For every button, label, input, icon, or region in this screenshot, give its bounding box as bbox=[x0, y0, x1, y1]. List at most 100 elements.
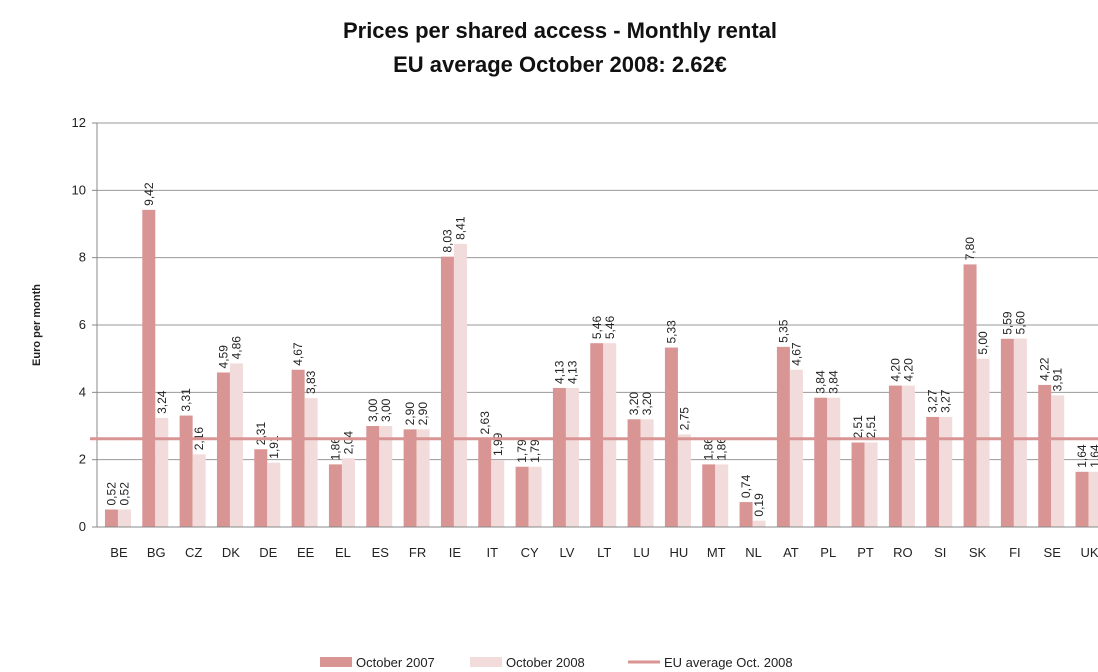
bar bbox=[403, 429, 417, 527]
data-label: 5,60 bbox=[1013, 311, 1027, 335]
data-label: 3,00 bbox=[379, 398, 393, 422]
bar bbox=[192, 454, 206, 527]
x-tick-label: HU bbox=[670, 545, 689, 560]
x-tick-label: PL bbox=[820, 545, 836, 560]
data-label: 5,59 bbox=[1000, 311, 1014, 335]
x-tick-label: MT bbox=[707, 545, 726, 560]
data-label: 7,80 bbox=[963, 237, 977, 261]
bar bbox=[104, 509, 118, 527]
data-label: 1,64 bbox=[1088, 444, 1098, 468]
x-tick-label: BE bbox=[110, 545, 128, 560]
data-label: 1,86 bbox=[715, 437, 729, 461]
bar bbox=[552, 387, 566, 527]
data-label: 3,20 bbox=[627, 392, 641, 416]
data-label: 4,13 bbox=[552, 360, 566, 384]
x-tick-label: CZ bbox=[185, 545, 202, 560]
data-label: 3,24 bbox=[155, 390, 169, 414]
data-label: 4,67 bbox=[789, 342, 803, 366]
data-label: 4,67 bbox=[291, 342, 305, 366]
bar bbox=[752, 520, 766, 527]
bar bbox=[142, 209, 156, 528]
bar bbox=[1000, 338, 1014, 527]
data-label: 1,79 bbox=[528, 439, 542, 463]
bar bbox=[939, 416, 953, 527]
bar bbox=[291, 369, 305, 527]
data-label: 0,74 bbox=[739, 474, 753, 498]
bar bbox=[827, 397, 841, 527]
x-tick-label: FR bbox=[409, 545, 426, 560]
data-label: 2,90 bbox=[416, 402, 430, 426]
x-tick-label: EL bbox=[335, 545, 351, 560]
bar bbox=[304, 398, 318, 527]
data-label: 5,33 bbox=[664, 320, 678, 344]
x-tick-label: PT bbox=[857, 545, 874, 560]
data-label: 0,52 bbox=[117, 482, 131, 506]
bar bbox=[1038, 384, 1052, 527]
data-label: 1,99 bbox=[491, 432, 505, 456]
data-label: 4,13 bbox=[565, 360, 579, 384]
data-label: 3,20 bbox=[640, 392, 654, 416]
y-tick-label: 6 bbox=[79, 317, 86, 332]
bar bbox=[776, 346, 790, 527]
data-label: 4,20 bbox=[901, 358, 915, 382]
bar bbox=[926, 416, 940, 527]
data-label: 2,51 bbox=[864, 415, 878, 439]
data-label: 4,59 bbox=[216, 345, 230, 369]
legend-label: October 2008 bbox=[506, 655, 585, 670]
data-label: 1,86 bbox=[328, 437, 342, 461]
bar bbox=[416, 429, 430, 527]
x-tick-label: RO bbox=[893, 545, 913, 560]
legend-label: October 2007 bbox=[356, 655, 435, 670]
data-label: 2,51 bbox=[851, 415, 865, 439]
data-label: 3,84 bbox=[814, 370, 828, 394]
data-label: 9,42 bbox=[142, 182, 156, 206]
bar bbox=[528, 466, 542, 527]
data-label: 5,35 bbox=[776, 319, 790, 343]
x-tick-label: UK bbox=[1081, 545, 1098, 560]
data-label: 4,20 bbox=[888, 358, 902, 382]
bar bbox=[603, 343, 617, 527]
bar bbox=[117, 509, 131, 527]
bar bbox=[739, 502, 753, 527]
legend-swatch bbox=[470, 657, 502, 667]
bar bbox=[267, 462, 281, 527]
bar bbox=[715, 464, 729, 527]
x-tick-label: BG bbox=[147, 545, 166, 560]
bar bbox=[1051, 395, 1065, 527]
data-label: 2,04 bbox=[341, 431, 355, 455]
data-label: 1,86 bbox=[702, 437, 716, 461]
bar bbox=[155, 417, 169, 527]
data-label: 0,52 bbox=[104, 482, 118, 506]
y-tick-label: 10 bbox=[72, 182, 86, 197]
bar bbox=[864, 442, 878, 527]
x-tick-label: SE bbox=[1044, 545, 1062, 560]
data-label: 5,46 bbox=[603, 315, 617, 339]
legend-label: EU average Oct. 2008 bbox=[664, 655, 793, 670]
bar bbox=[640, 419, 654, 527]
x-tick-label: LU bbox=[633, 545, 650, 560]
bar bbox=[677, 434, 691, 527]
data-label: 1,91 bbox=[267, 435, 281, 459]
bar bbox=[590, 343, 604, 527]
data-label: 3,83 bbox=[304, 370, 318, 394]
data-label: 2,90 bbox=[403, 402, 417, 426]
bar bbox=[1088, 471, 1098, 527]
chart-subtitle: EU average October 2008: 2.62€ bbox=[393, 52, 727, 77]
data-label: 3,91 bbox=[1051, 368, 1065, 392]
x-tick-label: DE bbox=[259, 545, 277, 560]
bar bbox=[565, 387, 579, 527]
x-tick-label: AT bbox=[783, 545, 799, 560]
x-tick-label: ES bbox=[372, 545, 390, 560]
bar bbox=[627, 419, 641, 527]
bar bbox=[1075, 471, 1089, 527]
y-tick-label: 8 bbox=[79, 250, 86, 265]
data-label: 3,84 bbox=[827, 370, 841, 394]
data-label: 2,75 bbox=[677, 407, 691, 431]
bar bbox=[341, 458, 355, 527]
data-label: 3,27 bbox=[939, 389, 953, 413]
bar bbox=[379, 426, 393, 527]
data-label: 2,31 bbox=[254, 422, 268, 446]
bar bbox=[789, 369, 803, 527]
bar bbox=[179, 415, 193, 527]
